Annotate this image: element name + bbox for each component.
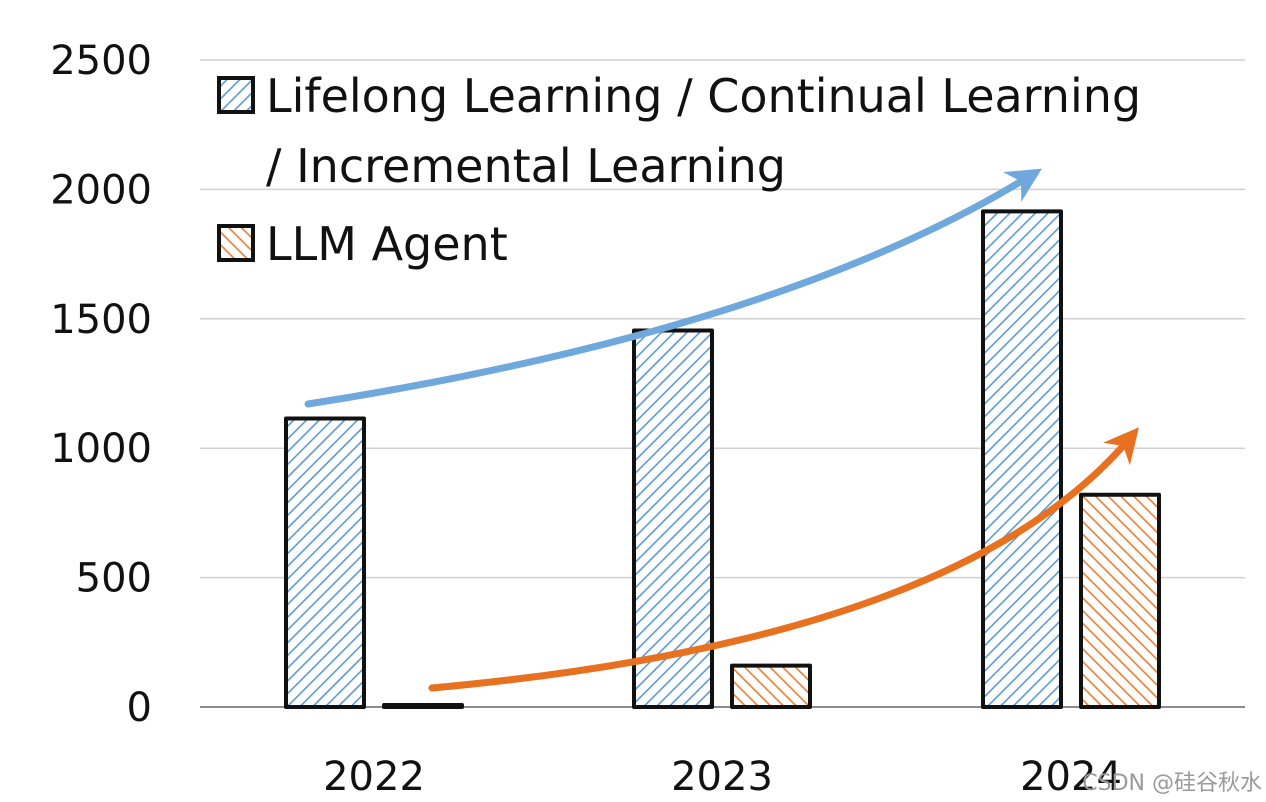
- x-axis-ticks: 2022 2023 2024: [323, 754, 1122, 800]
- trend-arrow-lifelong: [304, 168, 1042, 408]
- y-tick-label: 1500: [50, 297, 152, 343]
- y-tick-label: 500: [76, 556, 152, 602]
- grid-lines: [200, 59, 1245, 708]
- bar-llm-agent-2024: [1079, 492, 1161, 709]
- y-axis-ticks: 0 500 1000 1500 2000 2500: [50, 38, 152, 731]
- bar-lifelong-2023: [632, 328, 714, 709]
- legend-label-lifelong: / Incremental Learning: [266, 139, 786, 193]
- bar-llm-agent-2023: [730, 663, 812, 709]
- x-tick-label: 2022: [323, 754, 425, 800]
- bar-lifelong-2024: [981, 209, 1063, 709]
- x-tick-label: 2023: [671, 754, 773, 800]
- watermark-text: CSDN @硅谷秋水: [1082, 771, 1262, 796]
- y-tick-label: 2500: [50, 38, 152, 84]
- trend-arrow-llm-agent: [428, 427, 1140, 692]
- y-tick-label: 2000: [50, 167, 152, 213]
- bar-llm-agent-2022: [382, 703, 464, 709]
- bar-lifelong-2022: [284, 416, 366, 709]
- y-tick-label: 0: [127, 685, 152, 731]
- x-tick-label: 2024: [1020, 754, 1122, 800]
- trend-arrows: [304, 168, 1140, 692]
- legend-label-llm-agent: LLM Agent: [266, 217, 508, 271]
- y-tick-label: 1000: [50, 426, 152, 472]
- legend: Lifelong Learning / Continual Learning / …: [217, 69, 1141, 271]
- legend-label-lifelong: Lifelong Learning / Continual Learning: [266, 69, 1141, 123]
- legend-swatch-llm-agent: [217, 224, 255, 262]
- legend-swatch-lifelong: [217, 76, 255, 114]
- bars: [284, 209, 1161, 709]
